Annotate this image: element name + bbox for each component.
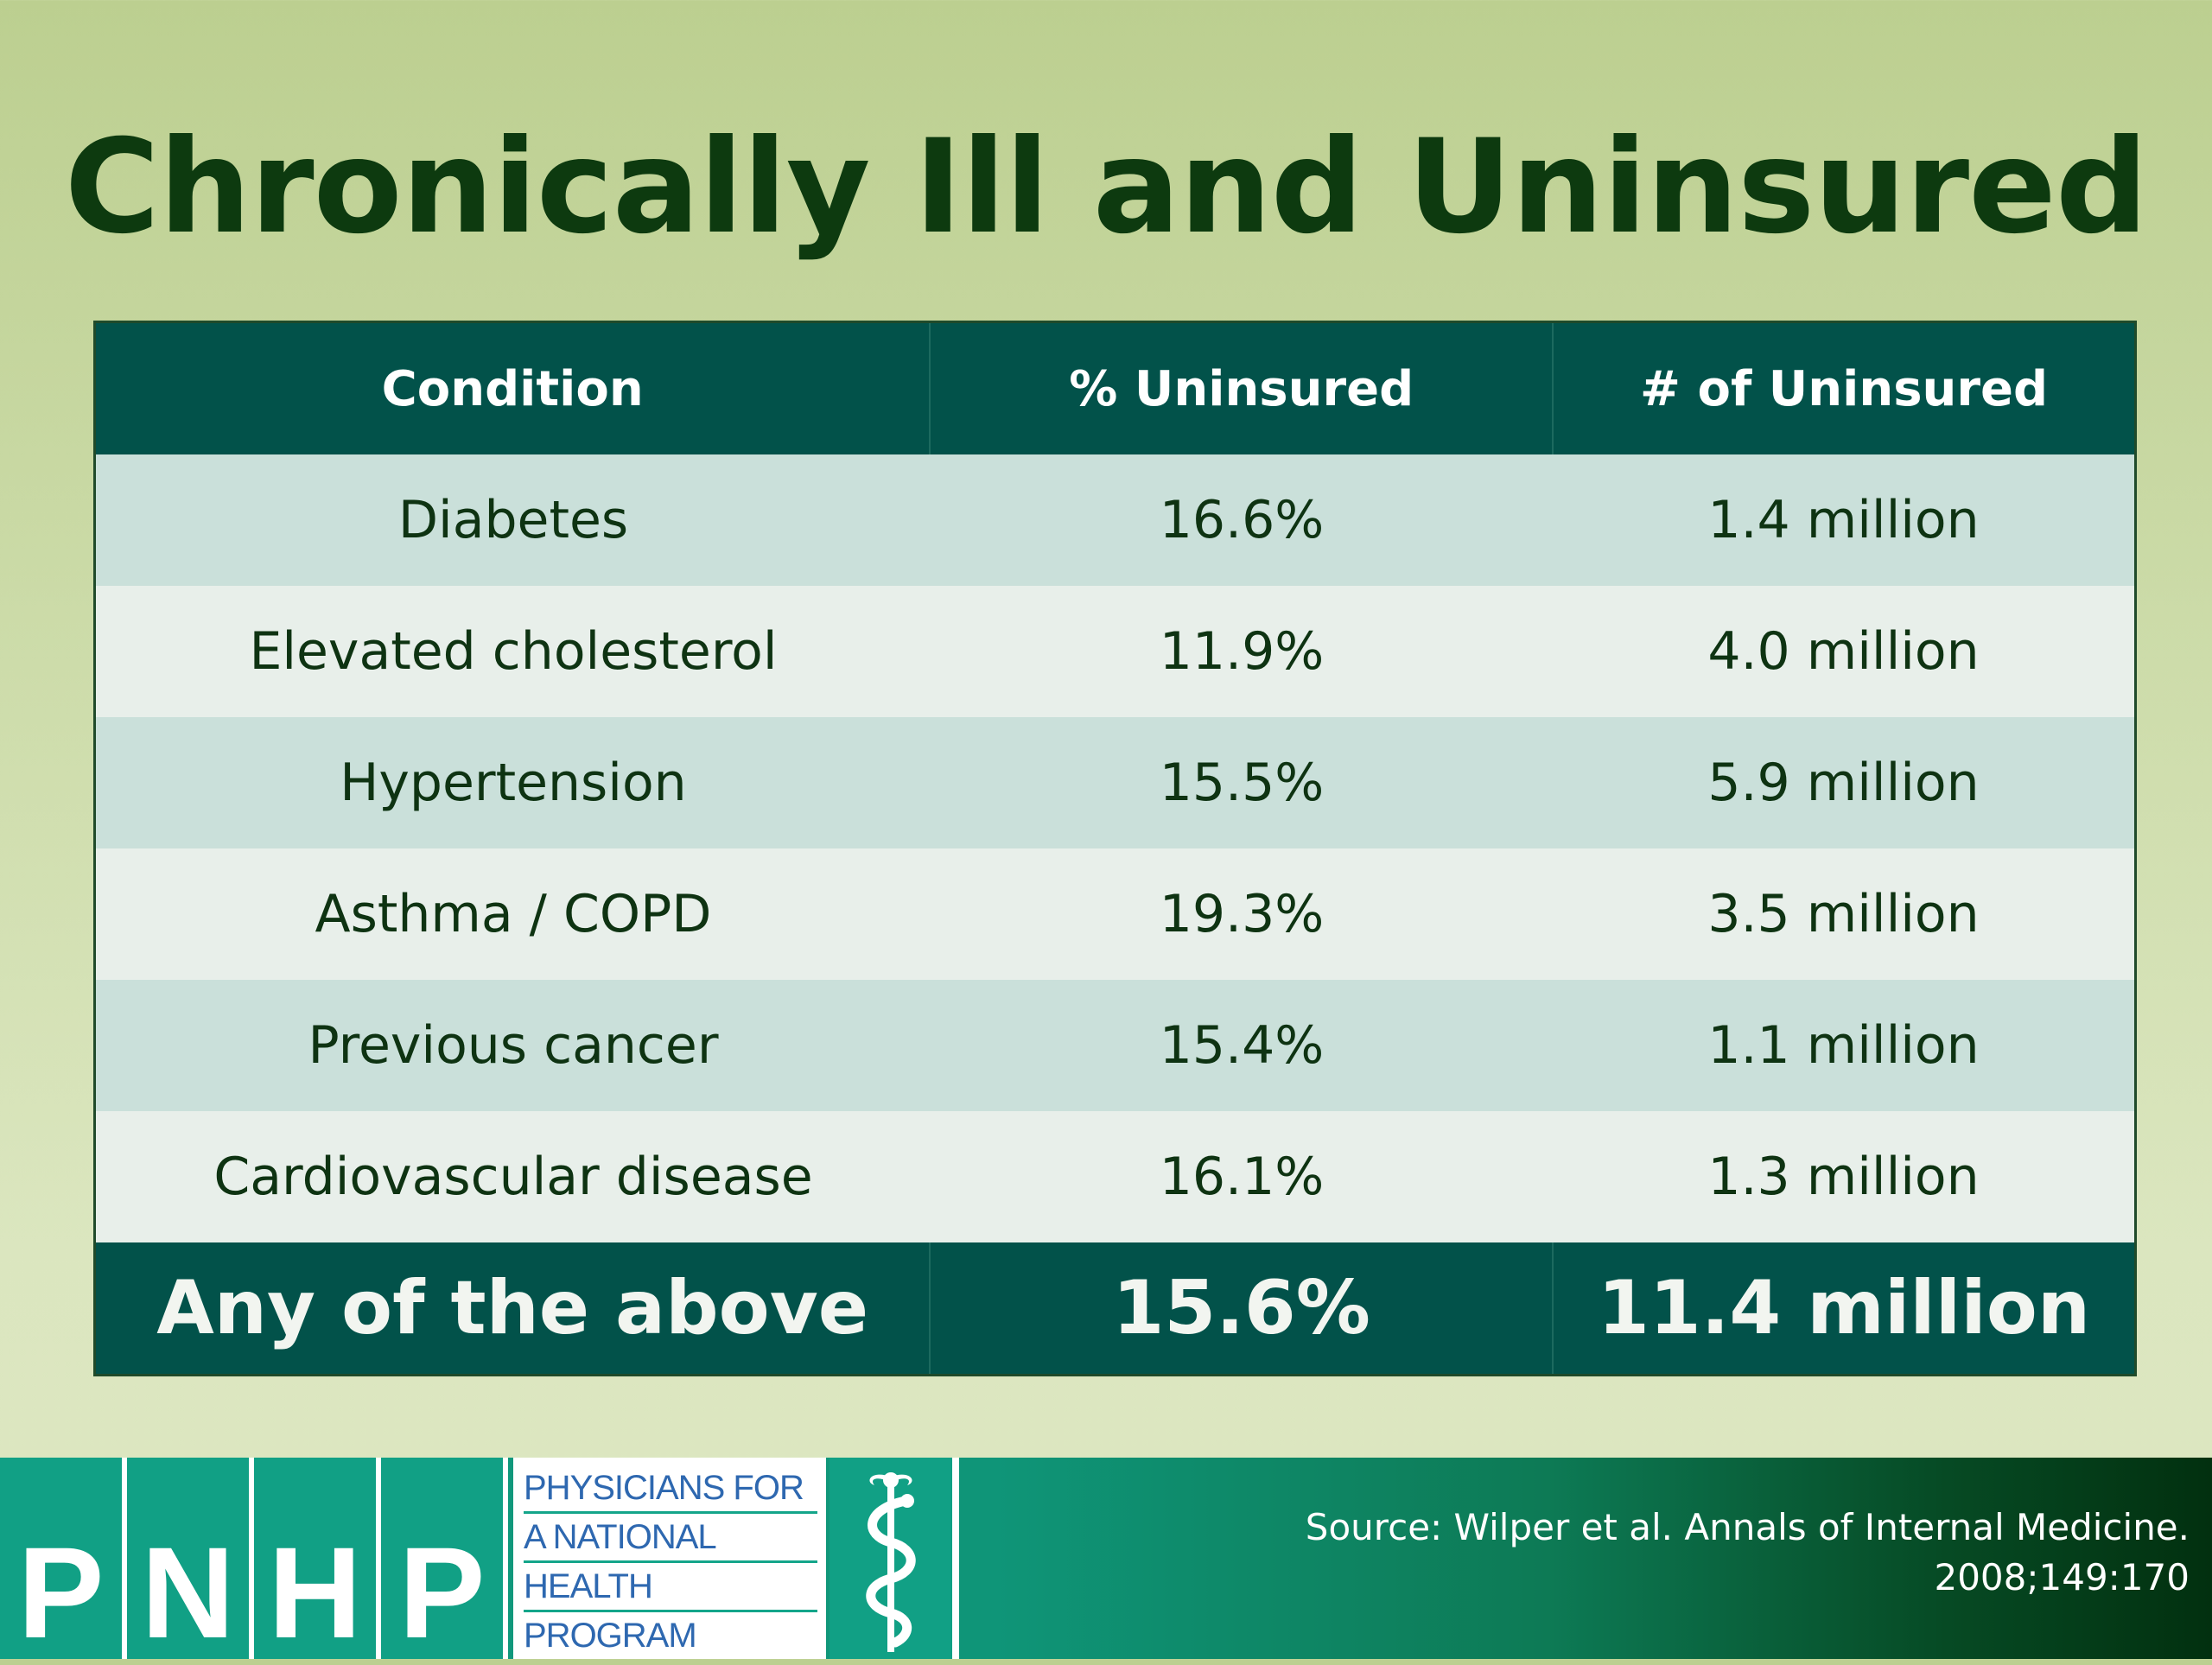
logo-letter-box: P <box>0 1458 127 1659</box>
condition-cell: Hypertension <box>340 753 687 813</box>
percent-cell: 15.4% <box>1159 1015 1325 1076</box>
total-percent: 15.6% <box>929 1242 1554 1374</box>
logo-letter: P <box>17 1520 105 1665</box>
percent-cell: 15.5% <box>1159 753 1325 813</box>
source-line: Source: Wilper et al. Annals of Internal… <box>1305 1506 2190 1548</box>
header-condition: Condition <box>381 360 644 417</box>
logo-text-line: HEALTH <box>524 1563 817 1612</box>
logo-letter-box: P <box>381 1458 508 1659</box>
condition-cell: Cardiovascular disease <box>213 1147 813 1207</box>
table-row: Cardiovascular disease 16.1% 1.3 million <box>96 1111 2134 1242</box>
number-cell: 1.3 million <box>1707 1147 1980 1207</box>
header-number-uninsured: # of Uninsured <box>1640 360 2049 417</box>
condition-cell: Elevated cholesterol <box>249 621 778 682</box>
footer-bar: P N H P PHYSICIANS FOR A NATIONAL HEALTH… <box>0 1458 2212 1659</box>
number-cell: 4.0 million <box>1707 621 1980 682</box>
number-cell: 5.9 million <box>1707 753 1980 813</box>
condition-cell: Diabetes <box>397 490 629 550</box>
logo-letter: P <box>398 1520 486 1665</box>
logo-letter-box: H <box>254 1458 381 1659</box>
table-row: Hypertension 15.5% 5.9 million <box>96 717 2134 848</box>
table-row: Elevated cholesterol 11.9% 4.0 million <box>96 586 2134 717</box>
total-label: Any of the above <box>156 1265 869 1351</box>
condition-cell: Asthma / COPD <box>315 884 712 944</box>
source-citation: Source: Wilper et al. Annals of Internal… <box>1306 1503 2190 1603</box>
pnhp-logo: P N H P <box>0 1458 510 1659</box>
percent-cell: 11.9% <box>1159 621 1325 682</box>
source-line: 2008;149:170 <box>1934 1556 2190 1598</box>
table-row: Diabetes 16.6% 1.4 million <box>96 454 2134 586</box>
logo-organization-name: PHYSICIANS FOR A NATIONAL HEALTH PROGRAM <box>513 1458 826 1659</box>
number-cell: 3.5 million <box>1707 884 1980 944</box>
logo-letter: H <box>268 1520 362 1665</box>
percent-cell: 16.6% <box>1159 490 1325 550</box>
percent-cell: 19.3% <box>1159 884 1325 944</box>
caduceus-graphic <box>866 1472 916 1652</box>
logo-text-line: A NATIONAL <box>524 1514 817 1563</box>
data-table: Condition % Uninsured # of Uninsured Dia… <box>93 321 2137 1376</box>
logo-text-line: PROGRAM <box>524 1617 697 1655</box>
logo-letter: N <box>141 1520 235 1665</box>
slide-title: Chronically Ill and Uninsured <box>64 112 2148 263</box>
header-percent-uninsured: % Uninsured <box>929 323 1554 454</box>
caduceus-icon <box>830 1458 959 1659</box>
table-header-row: Condition % Uninsured # of Uninsured <box>96 323 2134 454</box>
number-cell: 1.4 million <box>1707 490 1980 550</box>
table-total-row: Any of the above 15.6% 11.4 million <box>96 1242 2134 1374</box>
logo-letter-box: N <box>127 1458 254 1659</box>
table-row: Asthma / COPD 19.3% 3.5 million <box>96 848 2134 980</box>
logo-text-line: PHYSICIANS FOR <box>524 1465 817 1514</box>
table-row: Previous cancer 15.4% 1.1 million <box>96 980 2134 1111</box>
percent-cell: 16.1% <box>1159 1147 1325 1207</box>
condition-cell: Previous cancer <box>308 1015 719 1076</box>
total-number: 11.4 million <box>1598 1265 2091 1351</box>
number-cell: 1.1 million <box>1707 1015 1980 1076</box>
